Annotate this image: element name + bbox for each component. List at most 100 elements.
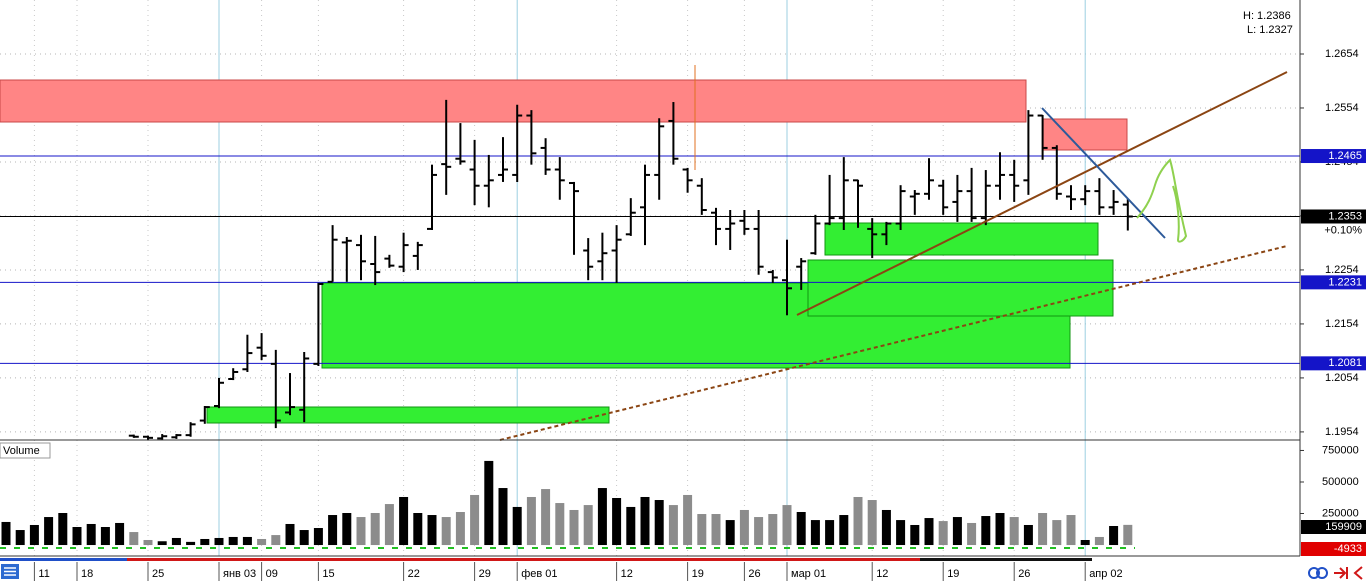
volume-bar: [228, 536, 238, 546]
projection-sketch: [1136, 158, 1188, 243]
volume-bar: [285, 523, 295, 546]
support-zone: [824, 222, 1099, 256]
volume-bar: [1, 521, 11, 546]
volume-bar: [541, 489, 551, 546]
value-label: -4933: [1334, 543, 1362, 555]
resistance-zone: [0, 79, 1027, 123]
volume-bar: [981, 516, 991, 546]
volume-bar: [881, 509, 891, 546]
volume-bar: [328, 515, 338, 546]
x-tick-label: фев 01: [521, 568, 557, 580]
menu-icon: [4, 567, 16, 576]
volume-bar: [810, 520, 820, 546]
scroll-end-icon[interactable]: [1334, 567, 1348, 579]
volume-bar: [29, 524, 39, 546]
volume-bar: [597, 488, 607, 546]
volume-bar: [938, 521, 948, 546]
volume-bar: [910, 524, 920, 546]
volume-bar: [924, 518, 934, 546]
y-tick-label: 1.2254: [1325, 264, 1359, 276]
volume-bar: [725, 520, 735, 546]
y-tick-label: 1.2054: [1325, 372, 1359, 384]
volume-bar: [399, 496, 409, 546]
y-tick-label: 1.2554: [1325, 102, 1359, 114]
price-level-label: 1.2353: [1328, 210, 1362, 222]
volume-bar: [157, 541, 167, 546]
volume-bar: [44, 517, 54, 546]
volume-bar: [896, 520, 906, 546]
volume-bar: [512, 506, 522, 546]
y2-tick-label: 250000: [1322, 507, 1359, 519]
volume-bar: [1080, 539, 1090, 546]
volume-bar: [498, 488, 508, 546]
link-icon[interactable]: [1316, 567, 1328, 579]
low-label: L: 1.2327: [1247, 24, 1293, 36]
volume-bar: [455, 511, 465, 546]
session-bar: [127, 558, 920, 561]
axis-labels: H: 1.2386 L: 1.2327 1.26541.25541.24541.…: [33, 10, 1366, 581]
x-tick-label: 26: [748, 568, 760, 580]
x-tick-label: 19: [692, 568, 704, 580]
volume-bar: [441, 517, 451, 546]
volume-bar: [995, 513, 1005, 546]
volume-bar: [413, 513, 423, 546]
volume-bar: [654, 500, 664, 546]
x-tick-label: 26: [1018, 568, 1030, 580]
volume-bar: [1109, 525, 1119, 546]
volume-bar: [1094, 536, 1104, 546]
volume-bar: [796, 511, 806, 546]
x-tick-label: 18: [81, 568, 93, 580]
support-zone: [807, 259, 1114, 317]
volume-bar: [967, 522, 977, 546]
volume-bar: [754, 517, 764, 546]
zones: [0, 79, 1128, 424]
link-icon[interactable]: [1308, 567, 1320, 579]
volume-bar: [1123, 524, 1133, 546]
volume-bar: [171, 537, 181, 546]
volume-bar: [242, 536, 252, 546]
volume-bar: [825, 520, 835, 546]
toolbar-icons[interactable]: [1308, 566, 1363, 580]
volume-bar: [427, 515, 437, 546]
x-tick-label: 11: [38, 568, 49, 580]
volume-bar: [271, 535, 281, 546]
price-level-label: 1.2465: [1328, 150, 1362, 162]
y2-tick-label: 750000: [1322, 444, 1359, 456]
volume-bar: [200, 538, 210, 546]
volume-bar: [313, 528, 323, 546]
volume-bar: [58, 513, 68, 546]
arrow-icon[interactable]: [1353, 566, 1363, 580]
volume-bar: [484, 460, 494, 546]
volume-bar: [739, 509, 749, 546]
trend-line: [1041, 107, 1166, 239]
volume-bar: [612, 498, 622, 546]
volume-bar: [72, 527, 82, 546]
volume-bar: [1066, 515, 1076, 546]
volume-bar: [952, 517, 962, 546]
drawings: [499, 65, 1288, 441]
value-label: 159909: [1325, 521, 1362, 533]
volume-bar: [115, 522, 125, 546]
volume-bar: [555, 503, 565, 546]
price-level-box: [1301, 149, 1366, 164]
volume-bar: [384, 504, 394, 546]
volume-bar: [683, 494, 693, 546]
volume-bar: [569, 509, 579, 546]
price-level-box: [1301, 275, 1366, 290]
marks: [0, 99, 1135, 550]
volume-bar: [668, 505, 678, 546]
trend-line-dashed: [499, 245, 1288, 441]
support-zone: [206, 406, 610, 424]
volume-bar: [711, 514, 721, 546]
x-tick-label: 15: [322, 568, 334, 580]
trend-line: [796, 71, 1288, 316]
x-tick-label: 22: [408, 568, 420, 580]
volume-bar: [1009, 517, 1019, 546]
x-tick-label: 12: [876, 568, 888, 580]
x-tick-label: апр 02: [1089, 568, 1122, 580]
volume-bar: [299, 530, 309, 546]
volume-bar: [86, 523, 96, 546]
volume-bar: [782, 505, 792, 546]
price-level-label: 1.2081: [1328, 357, 1362, 369]
price-level-box: [1301, 356, 1366, 371]
